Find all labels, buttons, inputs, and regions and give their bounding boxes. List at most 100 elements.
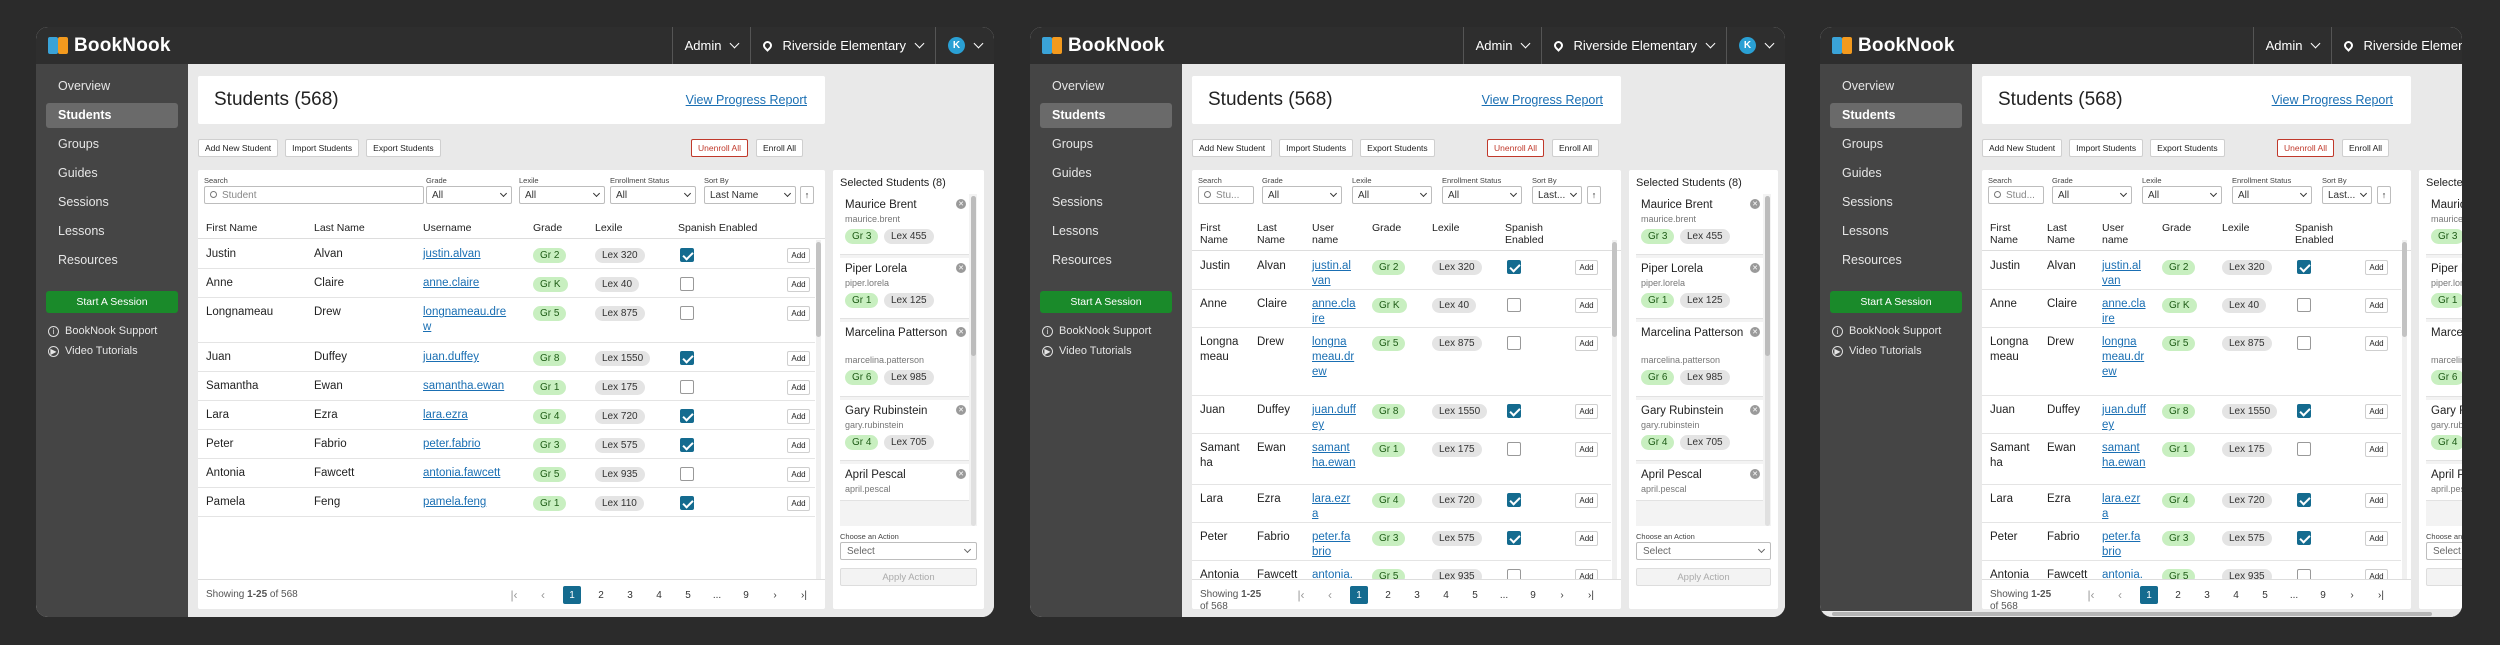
scrollbar-thumb[interactable] <box>971 196 976 356</box>
brand-logo[interactable]: BookNook <box>1820 35 2253 57</box>
enroll-all-button[interactable]: Enroll All <box>1552 139 1600 157</box>
add-student-button[interactable]: Add <box>787 248 810 263</box>
page-button[interactable]: 5 <box>685 589 691 601</box>
sort-by-select-input[interactable]: Last... <box>1532 186 1582 204</box>
selected-list-scrollbar[interactable] <box>1765 196 1770 526</box>
spanish-enabled-checkbox[interactable] <box>1507 260 1521 274</box>
add-student-button[interactable]: Add <box>787 409 810 424</box>
column-last-name[interactable]: Last Name <box>2047 222 2076 246</box>
start-session-button[interactable]: Start A Session <box>46 291 178 313</box>
page-button[interactable]: 4 <box>2233 589 2239 601</box>
account-menu[interactable]: K <box>935 27 994 64</box>
add-new-student-button[interactable]: Add New Student <box>198 139 279 157</box>
page-button[interactable]: 1 <box>563 586 581 604</box>
username-link[interactable]: juan.duffey <box>2102 404 2146 431</box>
spanish-enabled-checkbox[interactable] <box>2297 569 2311 579</box>
lexile-filter-input[interactable]: All <box>1352 186 1432 204</box>
username-link[interactable]: antonia.fawcett <box>423 467 501 479</box>
last-page-button[interactable]: ›| <box>1588 589 1594 601</box>
admin-menu[interactable]: Admin <box>671 27 751 64</box>
column-spanish-enabled[interactable]: Spanish Enabled <box>2295 222 2334 246</box>
remove-student-icon[interactable]: ✕ <box>1750 327 1760 337</box>
column-first-name[interactable]: First Name <box>1200 222 1229 246</box>
sidebar-item-groups[interactable]: Groups <box>58 137 99 151</box>
add-student-button[interactable]: Add <box>1575 531 1598 546</box>
view-progress-report-link[interactable]: View Progress Report <box>2271 93 2393 107</box>
spanish-enabled-checkbox[interactable] <box>1507 531 1521 545</box>
add-student-button[interactable]: Add <box>1575 336 1598 351</box>
username-link[interactable]: justin.alvan <box>2102 260 2141 287</box>
first-page-button[interactable]: |‹ <box>2087 588 2095 602</box>
sort-direction-button[interactable]: ↑ <box>800 186 814 204</box>
page-button[interactable]: 4 <box>1443 589 1449 601</box>
enrollment-filter-input[interactable]: All <box>610 186 696 204</box>
username-link[interactable]: samantha.ewan <box>423 380 505 392</box>
page-button[interactable]: 1 <box>1350 586 1368 604</box>
username-link[interactable]: samantha.ewan <box>1312 442 1356 469</box>
username-link[interactable]: anne.claire <box>1312 298 1356 325</box>
page-button[interactable]: 3 <box>2204 589 2210 601</box>
spanish-enabled-checkbox[interactable] <box>2297 260 2311 274</box>
prev-page-button[interactable]: ‹ <box>541 588 545 602</box>
column-lexile[interactable]: Lexile <box>2222 222 2250 234</box>
username-link[interactable]: peter.fabrio <box>423 438 481 450</box>
column-grade[interactable]: Grade <box>533 222 563 234</box>
unenroll-all-button[interactable]: Unenroll All <box>1487 139 1544 157</box>
spanish-enabled-checkbox[interactable] <box>1507 493 1521 507</box>
sort-direction-button[interactable]: ↑ <box>2377 186 2391 204</box>
column-lexile[interactable]: Lexile <box>595 222 623 234</box>
next-page-button[interactable]: › <box>1560 589 1564 601</box>
support-link[interactable]: i BookNook Support <box>1042 323 1172 339</box>
spanish-enabled-checkbox[interactable] <box>1507 404 1521 418</box>
apply-action-button[interactable]: Apply Action <box>1636 568 1771 586</box>
start-session-button[interactable]: Start A Session <box>1830 291 1962 313</box>
start-session-button[interactable]: Start A Session <box>1040 291 1172 313</box>
admin-menu[interactable]: Admin <box>2252 27 2332 64</box>
column-grade[interactable]: Grade <box>2162 222 2192 234</box>
add-student-button[interactable]: Add <box>1575 569 1598 579</box>
page-button[interactable]: 4 <box>656 589 662 601</box>
add-student-button[interactable]: Add <box>787 380 810 395</box>
sidebar-item-guides[interactable]: Guides <box>1842 166 1882 180</box>
add-student-button[interactable]: Add <box>2365 336 2388 351</box>
add-student-button[interactable]: Add <box>787 496 810 511</box>
export-students-button[interactable]: Export Students <box>1360 139 1435 157</box>
add-new-student-button[interactable]: Add New Student <box>1192 139 1273 157</box>
spanish-enabled-checkbox[interactable] <box>680 438 694 452</box>
view-progress-report-link[interactable]: View Progress Report <box>685 93 807 107</box>
spanish-enabled-checkbox[interactable] <box>680 277 694 291</box>
remove-student-icon[interactable]: ✕ <box>1750 405 1760 415</box>
apply-action-button[interactable]: Apply Action <box>2426 568 2462 586</box>
remove-student-icon[interactable]: ✕ <box>956 405 966 415</box>
username-link[interactable]: longnameau.drew <box>2102 336 2145 378</box>
sidebar-item-resources[interactable]: Resources <box>58 253 118 267</box>
search-filter-input[interactable]: Stu... <box>1198 186 1254 204</box>
next-page-button[interactable]: › <box>2350 589 2354 601</box>
video-tutorials-link[interactable]: ▶ Video Tutorials <box>48 343 178 359</box>
column-spanish-enabled[interactable]: Spanish Enabled <box>1505 222 1544 246</box>
spanish-enabled-checkbox[interactable] <box>2297 404 2311 418</box>
column-first-name[interactable]: First Name <box>1990 222 2019 246</box>
spanish-enabled-checkbox[interactable] <box>680 351 694 365</box>
username-link[interactable]: longnameau.drew <box>423 306 507 333</box>
lexile-filter-input[interactable]: All <box>2142 186 2222 204</box>
grade-filter-input[interactable]: All <box>1262 186 1342 204</box>
spanish-enabled-checkbox[interactable] <box>1507 298 1521 312</box>
remove-student-icon[interactable]: ✕ <box>956 469 966 479</box>
brand-logo[interactable]: BookNook <box>1030 35 1463 57</box>
column-username[interactable]: User name <box>2102 222 2129 246</box>
sidebar-item-guides[interactable]: Guides <box>58 166 98 180</box>
scrollbar-thumb[interactable] <box>2402 242 2407 337</box>
grade-filter-input[interactable]: All <box>426 186 512 204</box>
remove-student-icon[interactable]: ✕ <box>1750 469 1760 479</box>
scrollbar-thumb[interactable] <box>1612 242 1617 337</box>
add-student-button[interactable]: Add <box>1575 442 1598 457</box>
add-student-button[interactable]: Add <box>2365 298 2388 313</box>
spanish-enabled-checkbox[interactable] <box>2297 493 2311 507</box>
sidebar-item-students[interactable]: Students <box>1830 103 1962 128</box>
sort-direction-button[interactable]: ↑ <box>1587 186 1601 204</box>
import-students-button[interactable]: Import Students <box>2069 139 2144 157</box>
account-menu[interactable]: K <box>1726 27 1785 64</box>
sort-by-select-input[interactable]: Last... <box>2322 186 2372 204</box>
add-student-button[interactable]: Add <box>1575 260 1598 275</box>
